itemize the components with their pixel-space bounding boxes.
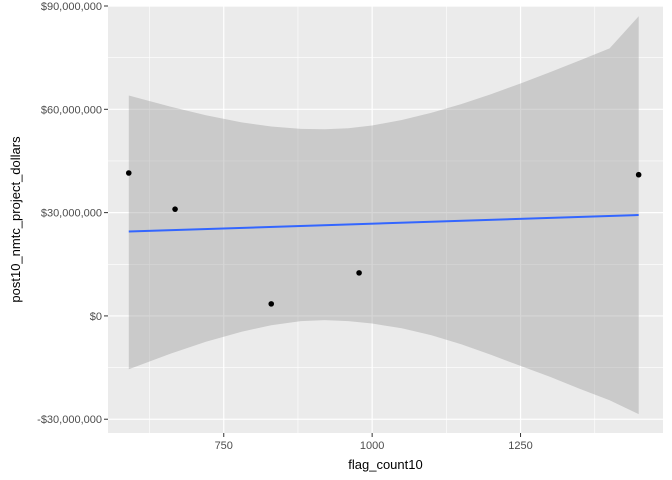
y-tick-label: $0: [90, 311, 102, 323]
y-tick-label: -$30,000,000: [37, 414, 102, 426]
x-tick-label: 1000: [360, 440, 384, 452]
data-point: [356, 270, 362, 276]
confidence-band-area: [128, 16, 639, 415]
data-point: [268, 301, 275, 307]
x-tick-label: 750: [215, 440, 233, 452]
minor-gridlines: [108, 6, 663, 433]
trend-line-segment: [128, 214, 639, 233]
y-axis-title: post10_nmtc_project_dollars: [8, 136, 23, 303]
x-axis: 750 1000 1250: [215, 433, 533, 452]
trend-line: [128, 214, 639, 233]
x-tick-label: 1250: [508, 440, 532, 452]
data-point: [635, 171, 642, 178]
confidence-band: [128, 16, 639, 415]
data-point: [172, 206, 178, 212]
plot-panel: [108, 6, 663, 433]
x-axis-title: flag_count10: [348, 457, 422, 472]
data-points: [125, 170, 642, 307]
y-tick-label: $90,000,000: [41, 1, 102, 13]
y-tick-label: $60,000,000: [41, 104, 102, 116]
y-axis: -$30,000,000 $0 $30,000,000 $60,000,000 $90,…: [37, 1, 108, 426]
y-tick-label: $30,000,000: [41, 208, 102, 220]
data-point: [125, 170, 132, 176]
